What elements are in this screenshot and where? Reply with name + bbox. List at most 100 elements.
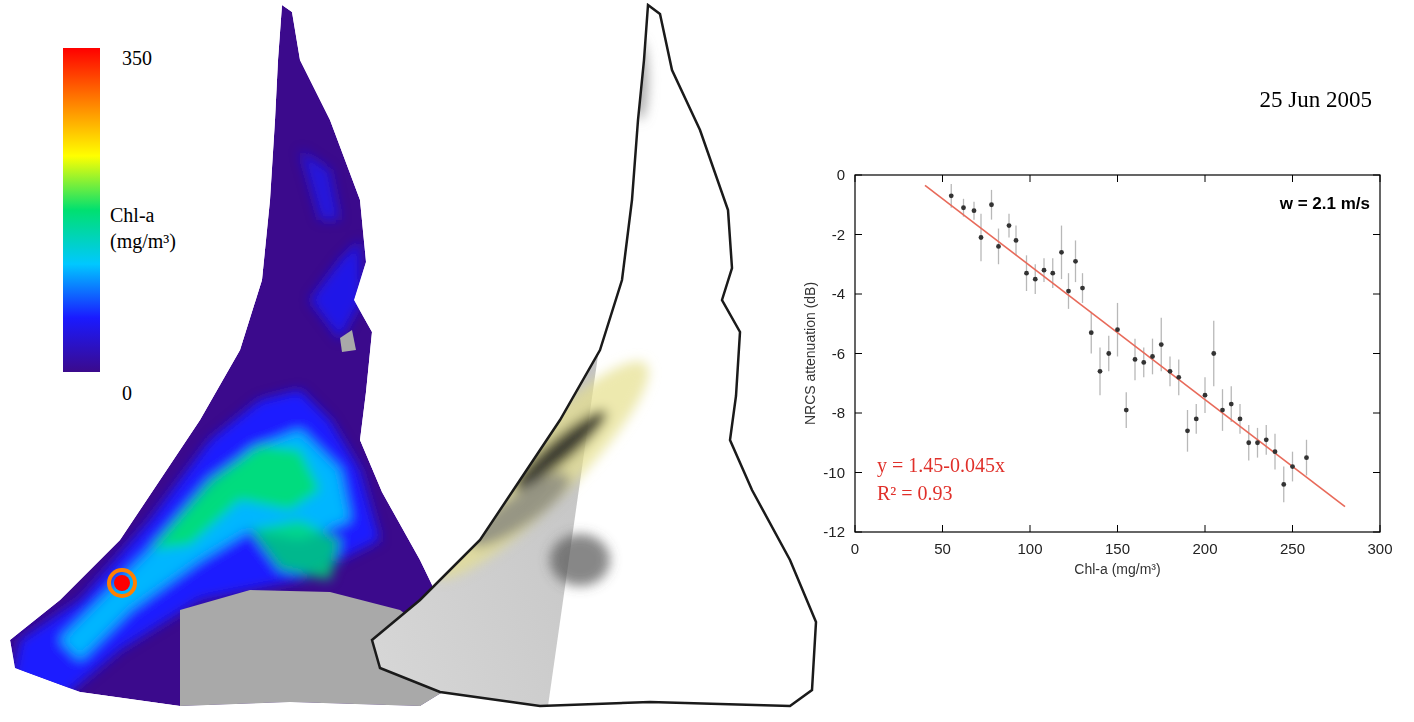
- x-tick-label: 200: [1192, 540, 1217, 557]
- x-tick: [1205, 175, 1206, 182]
- y-tick: [1373, 532, 1380, 533]
- data-point: [979, 235, 984, 240]
- data-point: [1133, 357, 1138, 362]
- x-tick: [1380, 525, 1381, 532]
- chart-title: 25 Jun 2005: [1260, 87, 1372, 112]
- data-point: [1290, 464, 1295, 469]
- data-point: [1264, 437, 1269, 442]
- data-point: [1080, 286, 1085, 291]
- x-tick: [1292, 525, 1293, 532]
- y-tick: [855, 234, 862, 235]
- y-axis-title: NRCS attenuation (dB): [802, 282, 818, 425]
- x-tick: [1292, 175, 1293, 182]
- y-tick: [855, 353, 862, 354]
- wind-annotation: w = 2.1 m/s: [1279, 194, 1370, 213]
- data-point: [1238, 417, 1243, 422]
- data-point: [1185, 428, 1190, 433]
- x-tick: [855, 175, 856, 182]
- data-point: [1229, 402, 1234, 407]
- y-tick: [855, 413, 862, 414]
- data-point: [1059, 250, 1064, 255]
- data-point: [989, 202, 994, 207]
- y-tick: [1373, 175, 1380, 176]
- y-tick-label: -10: [823, 464, 845, 481]
- data-point: [1141, 360, 1146, 365]
- x-tick: [942, 175, 943, 182]
- data-point: [1033, 277, 1038, 282]
- y-tick-label: -4: [832, 285, 845, 302]
- x-tick: [1380, 175, 1381, 182]
- data-point: [1203, 393, 1208, 398]
- data-point: [1106, 351, 1111, 356]
- data-point: [1255, 440, 1260, 445]
- data-point: [1124, 408, 1129, 413]
- data-point: [1066, 289, 1071, 294]
- data-point: [1042, 268, 1047, 273]
- data-point: [1150, 354, 1155, 359]
- x-tick: [855, 525, 856, 532]
- y-tick: [1373, 353, 1380, 354]
- data-point: [1014, 238, 1019, 243]
- plot-frame: [855, 175, 1380, 532]
- data-point: [1024, 271, 1029, 276]
- data-point: [972, 208, 977, 213]
- x-tick-label: 150: [1105, 540, 1130, 557]
- data-point: [1007, 223, 1012, 228]
- sar-outline: [372, 5, 816, 706]
- x-tick: [1117, 525, 1118, 532]
- y-tick: [855, 175, 862, 176]
- colorbar-tick-label: 350: [122, 47, 152, 69]
- figure: 0 350 Chl-a (mg/m³) 25 Jun 2005 0 50 100 150 200 2…: [0, 0, 1414, 722]
- data-point: [949, 193, 954, 198]
- data-point: [1159, 342, 1164, 347]
- colorbar-tick-label: 0: [122, 382, 132, 404]
- x-tick-label: 100: [1017, 540, 1042, 557]
- y-tick-label: -6: [832, 345, 845, 362]
- y-tick: [1373, 294, 1380, 295]
- colorbar-label: Chl-a: [110, 204, 155, 226]
- sar-image: [360, 5, 816, 706]
- colorbar-label: (mg/m³): [110, 230, 176, 253]
- y-tick-label: -8: [832, 404, 845, 421]
- y-tick: [855, 294, 862, 295]
- x-tick: [942, 525, 943, 532]
- x-tick-label: 300: [1367, 540, 1392, 557]
- data-point: [1273, 449, 1278, 454]
- x-tick: [1030, 525, 1031, 532]
- data-point: [996, 244, 1001, 249]
- data-point: [1115, 327, 1120, 332]
- data-point: [961, 205, 966, 210]
- fit-annotation: y = 1.45-0.045x: [877, 454, 1005, 477]
- data-point: [1089, 330, 1094, 335]
- data-point: [1220, 408, 1225, 413]
- data-point: [1073, 259, 1078, 264]
- data-point: [1098, 369, 1103, 374]
- x-tick-label: 0: [851, 540, 859, 557]
- x-tick: [1030, 175, 1031, 182]
- y-tick: [855, 472, 862, 473]
- data-point: [1168, 369, 1173, 374]
- y-tick: [1373, 413, 1380, 414]
- y-tick-label: -12: [823, 523, 845, 540]
- y-tick: [1373, 234, 1380, 235]
- x-tick-label: 50: [934, 540, 951, 557]
- fit-annotation: R² = 0.93: [877, 482, 953, 504]
- y-tick: [855, 532, 862, 533]
- y-tick: [1373, 472, 1380, 473]
- data-point: [1194, 417, 1199, 422]
- data-point: [1211, 351, 1216, 356]
- data-point: [1050, 271, 1055, 276]
- data-point: [1246, 440, 1251, 445]
- chl-map: [10, 5, 450, 706]
- x-axis-title: Chl-a (mg/m³): [1074, 561, 1160, 577]
- y-tick-label: 0: [837, 166, 845, 183]
- y-tick-label: -2: [832, 226, 845, 243]
- x-tick: [1205, 525, 1206, 532]
- x-tick: [1117, 175, 1118, 182]
- data-point: [1176, 375, 1181, 380]
- colorbar: [63, 48, 100, 372]
- x-tick-label: 250: [1280, 540, 1305, 557]
- data-point: [1304, 455, 1309, 460]
- annotation-background: [873, 450, 1009, 506]
- data-point: [1281, 482, 1286, 487]
